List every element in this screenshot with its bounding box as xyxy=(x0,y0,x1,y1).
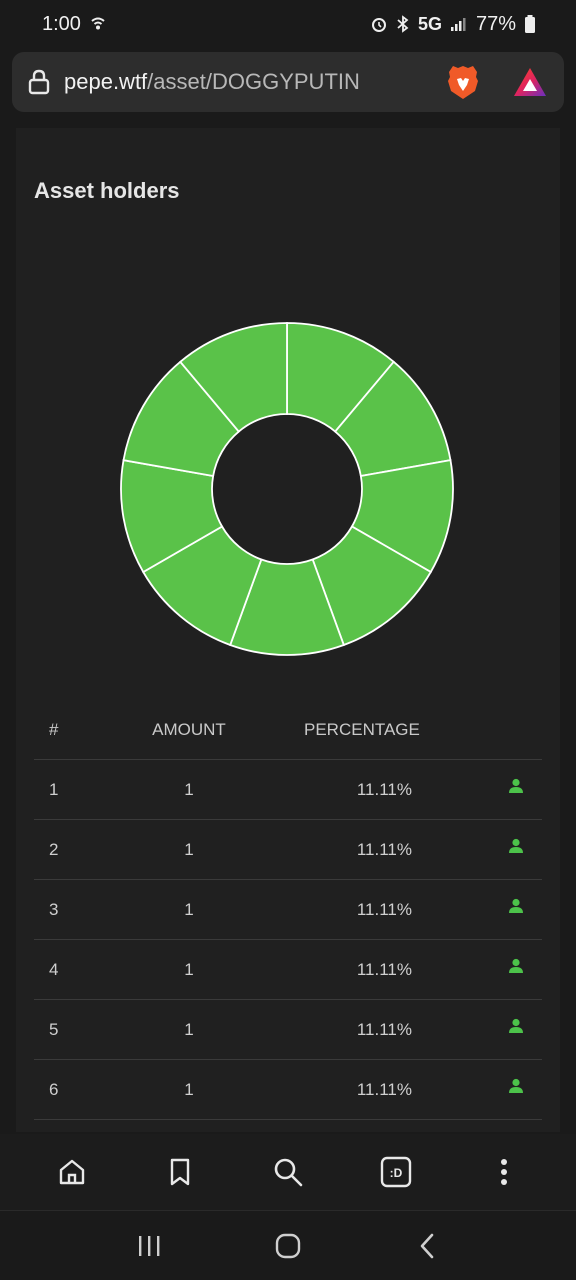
bluetooth-icon xyxy=(397,15,409,33)
status-bar: 1:00 5G 77% xyxy=(0,0,576,48)
battery-percent: 77% xyxy=(475,12,516,35)
recent-apps-icon xyxy=(139,1235,160,1256)
system-back-button[interactable] xyxy=(403,1222,451,1270)
row-rank: 3 xyxy=(49,899,59,919)
user-icon xyxy=(509,838,523,853)
bookmark-icon xyxy=(170,1158,190,1186)
bookmark-button[interactable] xyxy=(156,1148,204,1196)
menu-dots-icon xyxy=(501,1159,507,1185)
battery-icon xyxy=(525,15,535,33)
menu-button[interactable] xyxy=(480,1148,528,1196)
header-amount: AMOUNT xyxy=(152,719,226,739)
row-percentage: 11.11% xyxy=(356,779,412,799)
brave-rewards-icon[interactable] xyxy=(512,66,548,98)
back-icon xyxy=(420,1233,433,1258)
asset-holders-card: Asset holders # AMOUNT PERCENTAGE 1 1 11.1… xyxy=(16,128,560,1132)
recent-apps-button[interactable] xyxy=(125,1222,173,1270)
wifi-calling-icon xyxy=(91,17,105,30)
system-navigation-bar xyxy=(0,1210,576,1280)
row-rank: 5 xyxy=(49,1019,59,1039)
row-rank: 4 xyxy=(49,959,59,979)
search-button[interactable] xyxy=(264,1148,312,1196)
holders-donut-chart xyxy=(120,322,454,656)
search-icon xyxy=(274,1158,303,1187)
network-type: 5G xyxy=(417,13,442,34)
holder-profile-link[interactable] xyxy=(508,958,524,979)
holder-profile-link[interactable] xyxy=(508,1078,524,1099)
row-percentage: 11.11% xyxy=(356,899,412,919)
donut-slice-9[interactable] xyxy=(179,322,288,433)
row-rank: 1 xyxy=(49,779,59,799)
holder-profile-link[interactable] xyxy=(508,838,524,859)
lock-icon[interactable] xyxy=(28,69,50,95)
system-home-button[interactable] xyxy=(264,1222,312,1270)
address-bar[interactable]: pepe.wtf/asset/DOGGYPUTIN xyxy=(12,52,564,112)
row-amount: 1 xyxy=(184,779,194,799)
holders-table: # AMOUNT PERCENTAGE 1 1 11.11% 2 1 11.11% 3 1 11… xyxy=(34,700,542,1120)
tab-count-icon: :D xyxy=(380,1156,412,1188)
row-rank: 2 xyxy=(49,839,59,859)
tab-badge-text: :D xyxy=(390,1166,403,1180)
user-icon xyxy=(509,898,523,913)
row-amount: 1 xyxy=(184,839,194,859)
card-title: Asset holders xyxy=(34,178,180,203)
url-text[interactable]: pepe.wtf/asset/DOGGYPUTIN xyxy=(64,69,446,95)
user-icon xyxy=(509,958,523,973)
holder-profile-link[interactable] xyxy=(508,778,524,799)
row-amount: 1 xyxy=(184,959,194,979)
url-domain: pepe.wtf xyxy=(64,69,148,94)
row-amount: 1 xyxy=(184,899,194,919)
signal-icon xyxy=(450,18,466,31)
header-num: # xyxy=(49,719,59,739)
row-amount: 1 xyxy=(184,1019,194,1039)
home-button[interactable] xyxy=(48,1148,96,1196)
table-row: 6 1 11.11% xyxy=(34,1060,542,1120)
row-amount: 1 xyxy=(184,1079,194,1099)
home-icon xyxy=(59,1159,85,1185)
tabs-button[interactable]: :D xyxy=(372,1148,420,1196)
url-path: /asset/DOGGYPUTIN xyxy=(147,69,360,94)
holder-profile-link[interactable] xyxy=(508,898,524,919)
row-percentage: 11.11% xyxy=(356,959,412,979)
browser-bottom-toolbar: :D xyxy=(0,1134,576,1210)
table-row: 3 1 11.11% xyxy=(34,880,542,940)
user-icon xyxy=(509,778,523,793)
row-percentage: 11.11% xyxy=(356,839,412,859)
holder-profile-link[interactable] xyxy=(508,1018,524,1039)
home-button-icon xyxy=(275,1233,301,1258)
table-header: # AMOUNT PERCENTAGE xyxy=(34,700,542,760)
table-row: 1 1 11.11% xyxy=(34,760,542,820)
alarm-icon xyxy=(371,18,386,32)
table-row: 5 1 11.11% xyxy=(34,1000,542,1060)
status-time: 1:00 xyxy=(42,12,81,35)
table-row: 2 1 11.11% xyxy=(34,820,542,880)
row-percentage: 11.11% xyxy=(356,1019,412,1039)
brave-shields-icon[interactable] xyxy=(446,63,480,101)
row-percentage: 11.11% xyxy=(356,1079,412,1099)
user-icon xyxy=(509,1078,523,1093)
row-rank: 6 xyxy=(49,1079,59,1099)
table-row: 4 1 11.11% xyxy=(34,940,542,1000)
header-percentage: PERCENTAGE xyxy=(304,719,420,739)
user-icon xyxy=(509,1018,523,1033)
